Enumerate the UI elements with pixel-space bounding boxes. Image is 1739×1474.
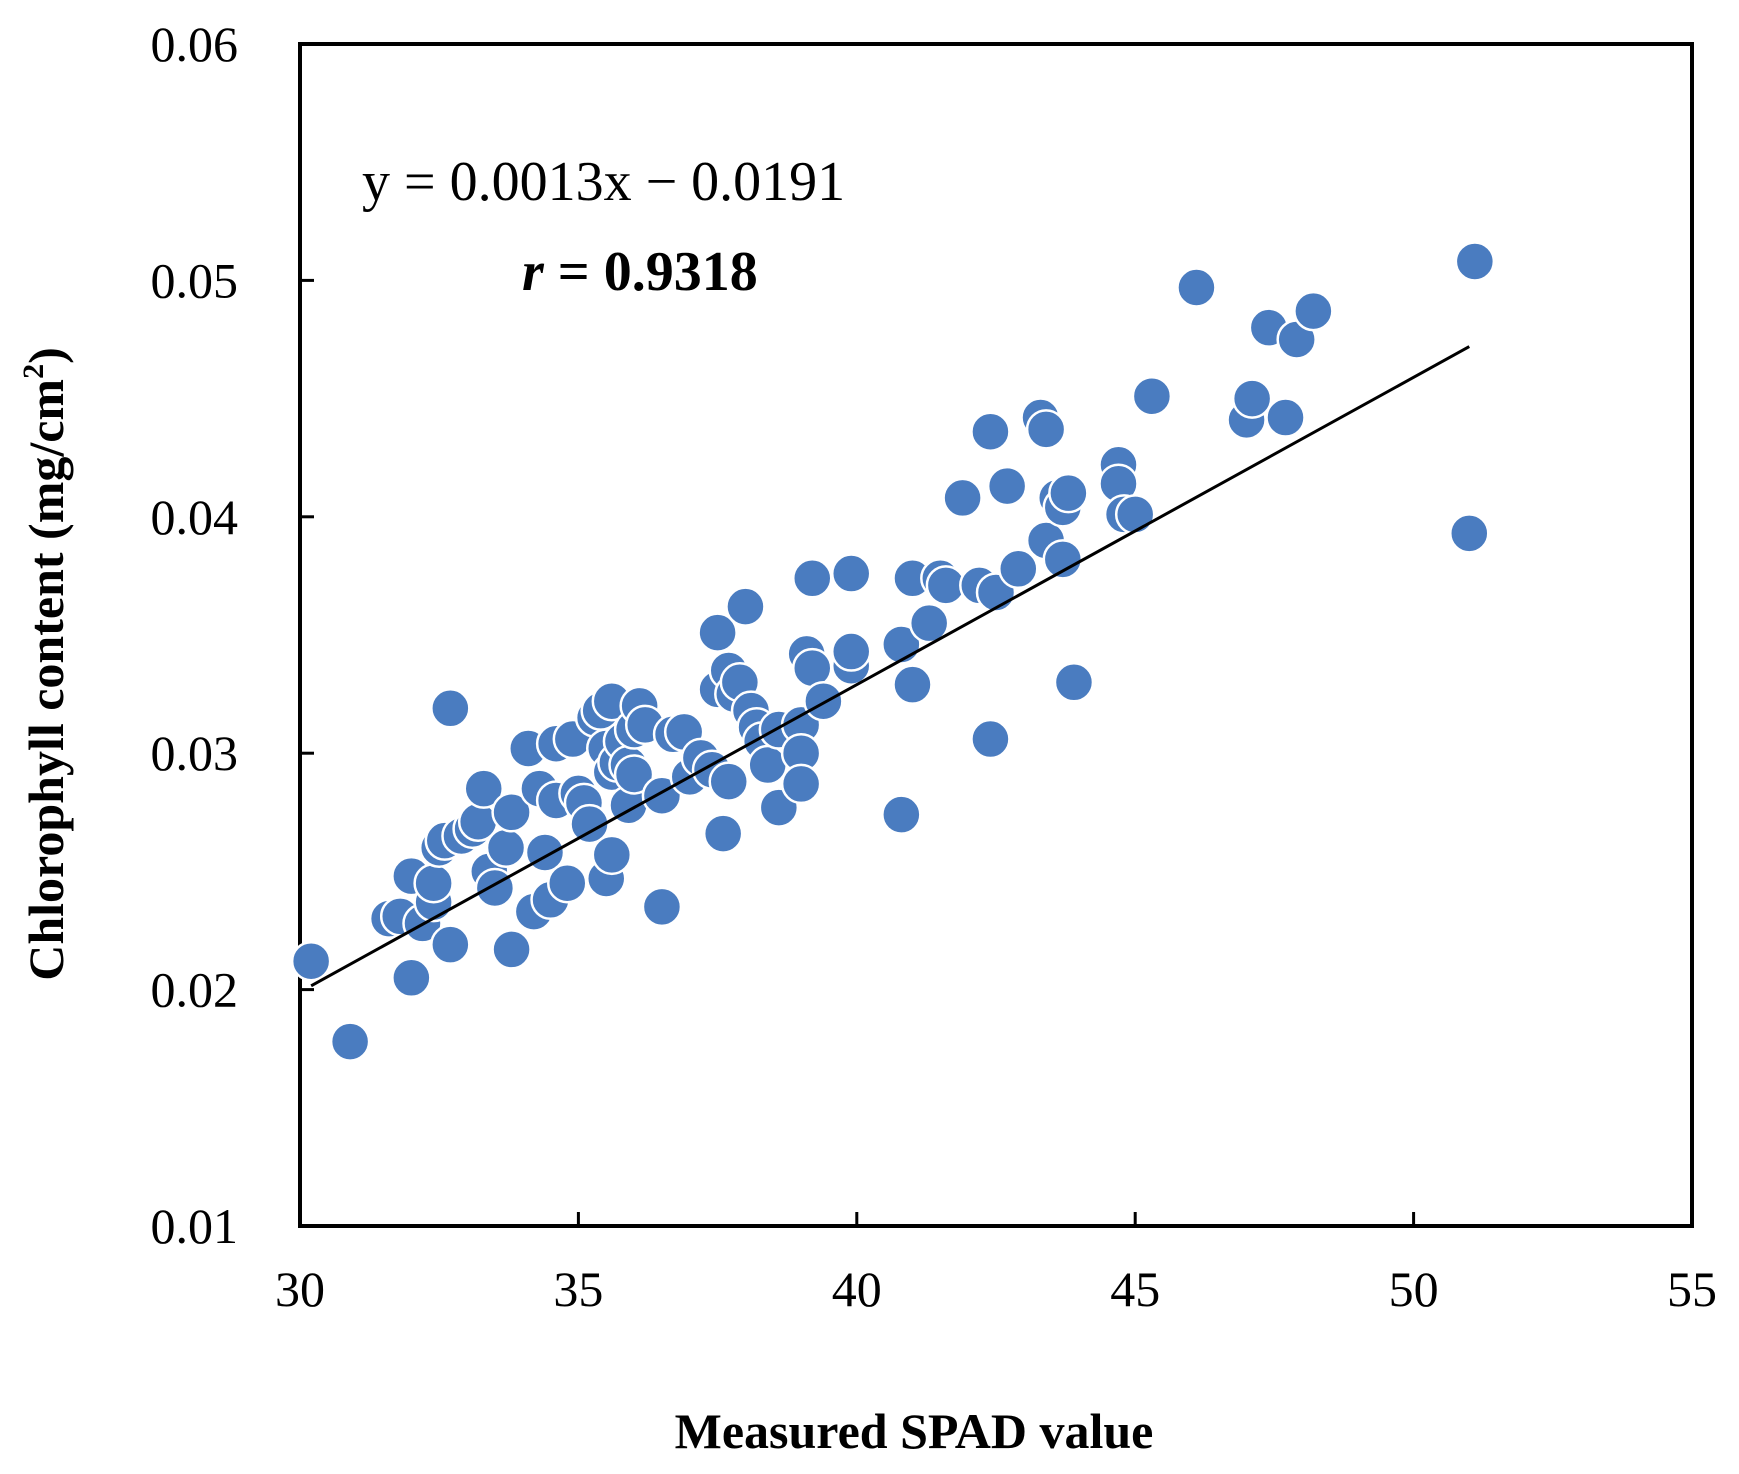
data-point: [613, 754, 655, 795]
data-point: [1042, 539, 1084, 580]
y-axis-title-close: ): [18, 347, 74, 364]
y-axis-title: Chlorophyll content (mg/cm2): [17, 347, 74, 981]
trend-line: [310, 345, 1471, 988]
data-point: [1048, 472, 1089, 514]
data-point: [290, 940, 332, 982]
data-point: [1449, 513, 1490, 554]
equation-label: y = 0.0013x − 0.0191: [362, 151, 845, 213]
data-point: [780, 763, 822, 805]
data-point: [491, 929, 532, 970]
data-point: [1454, 241, 1496, 282]
data-point: [641, 886, 683, 928]
data-point: [803, 680, 844, 722]
data-point: [881, 794, 922, 835]
plot-frame: [298, 42, 1694, 1228]
y-axis-title-main: Chlorophyll content (mg/cm: [18, 379, 74, 981]
data-point: [547, 862, 588, 904]
data-point: [391, 957, 432, 999]
x-tick-label-55: 55: [1667, 1261, 1717, 1317]
data-point: [998, 548, 1039, 590]
data-point: [1231, 378, 1273, 419]
data-point: [474, 867, 516, 909]
r-symbol: r: [522, 241, 545, 303]
data-point: [1131, 375, 1173, 417]
r-value: = 0.9318: [544, 241, 758, 303]
x-axis-title: Measured SPAD value: [675, 1403, 1154, 1459]
data-point: [908, 602, 950, 644]
data-points: [290, 241, 1496, 1062]
r-value-label: r = 0.9318: [522, 241, 758, 303]
data-point: [569, 803, 610, 845]
data-point: [725, 586, 766, 627]
x-tick-label-35: 35: [553, 1261, 603, 1317]
x-tick-label-45: 45: [1110, 1261, 1160, 1317]
y-tick-label-0.06: 0.06: [151, 16, 239, 72]
data-point: [1053, 662, 1095, 703]
y-axis-title-superscript: 2: [17, 364, 50, 379]
data-point: [463, 768, 504, 809]
data-point: [986, 465, 1028, 507]
y-tick-label-0.02: 0.02: [151, 962, 239, 1018]
data-point: [792, 558, 833, 599]
data-point: [830, 553, 872, 594]
data-point: [708, 761, 749, 802]
data-point: [970, 718, 1011, 760]
data-point: [1265, 397, 1306, 438]
x-tick-label-50: 50: [1389, 1261, 1439, 1317]
data-point: [1293, 290, 1334, 332]
x-tick-label-30: 30: [275, 1261, 325, 1317]
data-point: [892, 664, 933, 705]
data-point: [942, 477, 983, 519]
data-point: [491, 792, 532, 833]
data-point: [830, 631, 872, 672]
data-point: [1025, 409, 1067, 450]
data-point: [1114, 494, 1156, 535]
y-tick-label-0.03: 0.03: [151, 725, 239, 781]
data-point: [591, 834, 633, 876]
data-point: [430, 924, 471, 965]
x-axis-ticks: 30 35 40 45 50 55: [275, 1212, 1717, 1317]
data-point: [970, 411, 1011, 452]
data-point: [430, 688, 471, 729]
data-point: [702, 813, 744, 854]
y-tick-label-0.05: 0.05: [151, 252, 239, 308]
y-tick-label-0.04: 0.04: [151, 489, 239, 545]
data-point: [1176, 267, 1217, 308]
data-point: [329, 1021, 371, 1062]
y-axis-ticks: 0.01 0.02 0.03 0.04 0.05 0.06: [151, 16, 314, 1254]
data-point: [413, 862, 454, 904]
data-point: [697, 612, 738, 653]
y-tick-label-0.01: 0.01: [151, 1198, 239, 1254]
x-tick-label-40: 40: [832, 1261, 882, 1317]
data-point: [485, 827, 527, 869]
